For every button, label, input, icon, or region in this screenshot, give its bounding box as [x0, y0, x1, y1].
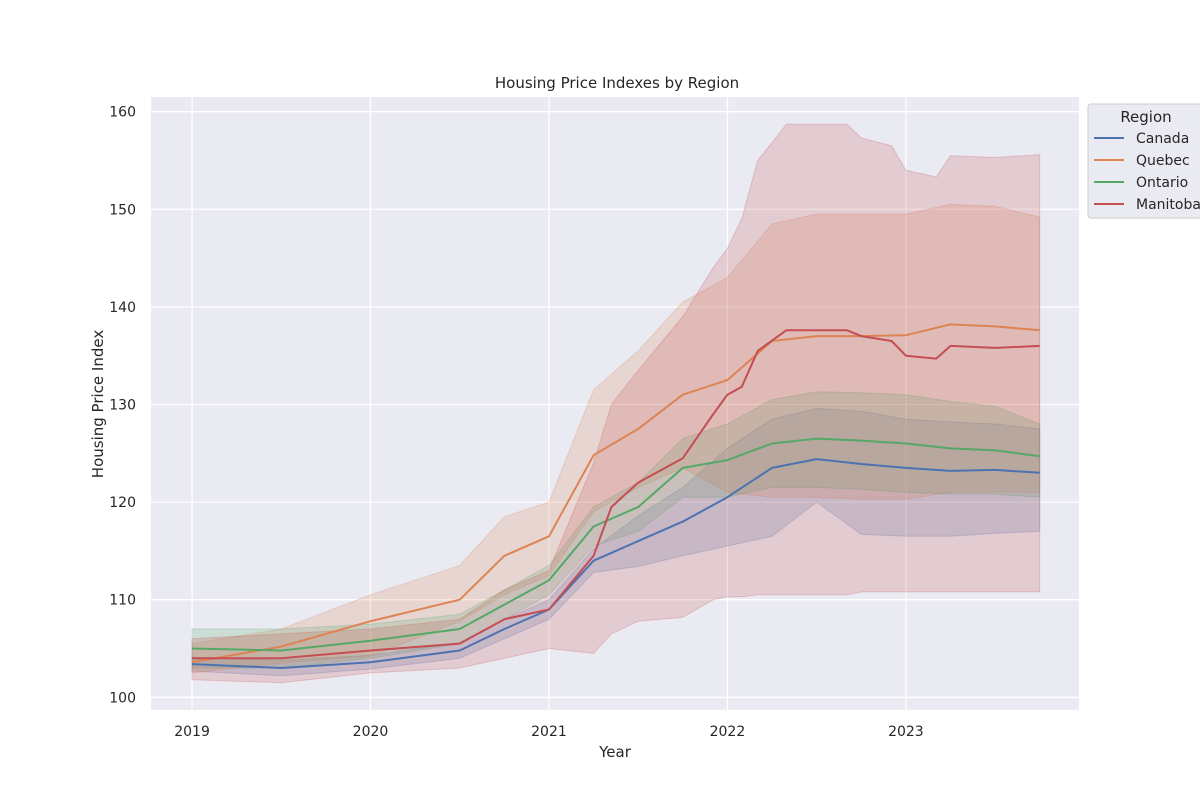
x-axis-ticks: 2019 2020 2021 2022 2023: [174, 724, 923, 740]
ontario-line: [191, 437, 1040, 652]
x-tick-label: 2023: [888, 724, 924, 740]
legend-item-manitoba: Manitoba: [1094, 197, 1200, 213]
legend-item-ontario: Ontario: [1094, 175, 1188, 191]
y-tick-label: 130: [109, 397, 136, 413]
legend-item-quebec: Quebec: [1094, 153, 1190, 169]
plot-background: [151, 97, 1079, 710]
legend-item-canada: Canada: [1094, 131, 1189, 147]
y-tick-label: 140: [109, 300, 136, 316]
y-tick-label: 120: [109, 495, 136, 511]
y-tick-label: 110: [109, 593, 136, 609]
x-axis-title: Year: [598, 743, 632, 761]
x-tick-label: 2022: [710, 724, 746, 740]
y-tick-label: 100: [109, 690, 136, 706]
quebec-line: [191, 323, 1040, 664]
legend-label-canada: Canada: [1136, 131, 1189, 147]
legend: Region Canada Quebec Ontario Manitoba: [1087, 103, 1200, 219]
y-axis-title: Housing Price Index: [89, 330, 107, 479]
series-lines: [191, 323, 1040, 669]
x-tick-label: 2020: [353, 724, 389, 740]
legend-box: [1087, 103, 1200, 219]
x-tick-label: 2021: [531, 724, 567, 740]
grid-lines: [151, 97, 1079, 710]
legend-label-manitoba: Manitoba: [1136, 197, 1200, 213]
y-tick-label: 160: [109, 105, 136, 121]
y-axis-ticks: 100 110 120 130 140 150 160: [109, 105, 136, 707]
y-tick-label: 150: [109, 202, 136, 218]
legend-label-ontario: Ontario: [1136, 175, 1188, 191]
chart-title: Housing Price Indexes by Region: [495, 74, 739, 92]
quebec-confidence-band: [191, 203, 1041, 674]
legend-title: Region: [1120, 108, 1171, 126]
x-tick-label: 2019: [174, 724, 210, 740]
canada-confidence-band: [191, 407, 1041, 677]
canada-line: [191, 458, 1040, 669]
legend-label-quebec: Quebec: [1136, 153, 1190, 169]
manitoba-line: [192, 329, 1040, 660]
manitoba-confidence-band: [191, 123, 1041, 684]
